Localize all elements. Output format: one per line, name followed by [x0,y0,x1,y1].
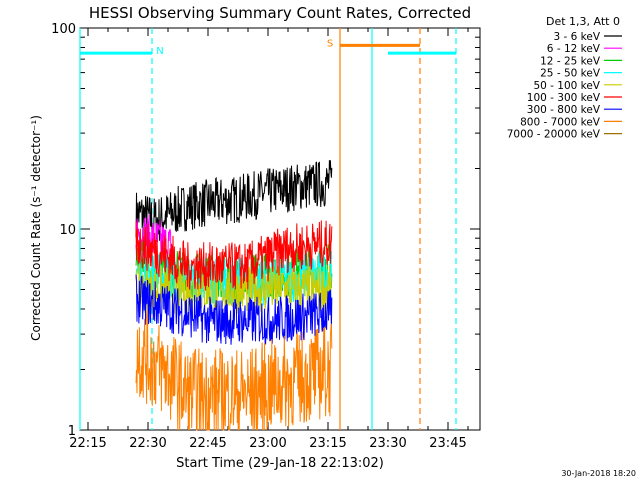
chart-title: HESSI Observing Summary Count Rates, Cor… [89,4,471,22]
x-tick-label: 22:30 [129,436,166,451]
plot-layer: 22:15 22:30 22:45 23:00 23:15 23:30 23:45 1 10 10… [51,22,481,451]
legend-label: 7000 - 20000 keV [507,129,601,141]
y-tick-label: 100 [51,22,76,37]
legend-label: 12 - 25 keV [540,55,601,67]
y-tick-label: 10 [59,223,76,238]
flag-label: S [327,38,333,49]
y-axis-label: Corrected Count Rate (s⁻¹ detector⁻¹) [29,115,43,341]
footer-date: 30-Jan-2018 18:20 [561,469,636,478]
x-tick-label: 22:45 [189,436,226,451]
legend-title: Det 1,3, Att 0 [546,15,620,28]
series-line [135,220,333,291]
series-line [135,310,333,431]
series-line [135,274,333,345]
legend-label: 800 - 7000 keV [520,116,601,128]
legend-label: 300 - 800 keV [527,104,601,116]
legend-label: 6 - 12 keV [547,43,601,55]
x-tick-label: 23:00 [249,436,286,451]
x-axis-label: Start Time (29-Jan-18 22:13:02) [176,456,384,471]
x-tick-label: 23:30 [369,436,406,451]
series-line [135,160,333,243]
legend-label: 50 - 100 keV [533,80,600,92]
legend-label: 25 - 50 keV [540,68,601,80]
legend-label: 3 - 6 keV [553,31,600,43]
flag-label: N [156,46,163,57]
x-tick-label: 23:15 [309,436,346,451]
y-tick-label: 1 [68,424,76,439]
x-tick-label: 23:45 [429,436,466,451]
legend-label: 100 - 300 keV [527,92,601,104]
x-tick-label: 22:15 [69,436,106,451]
